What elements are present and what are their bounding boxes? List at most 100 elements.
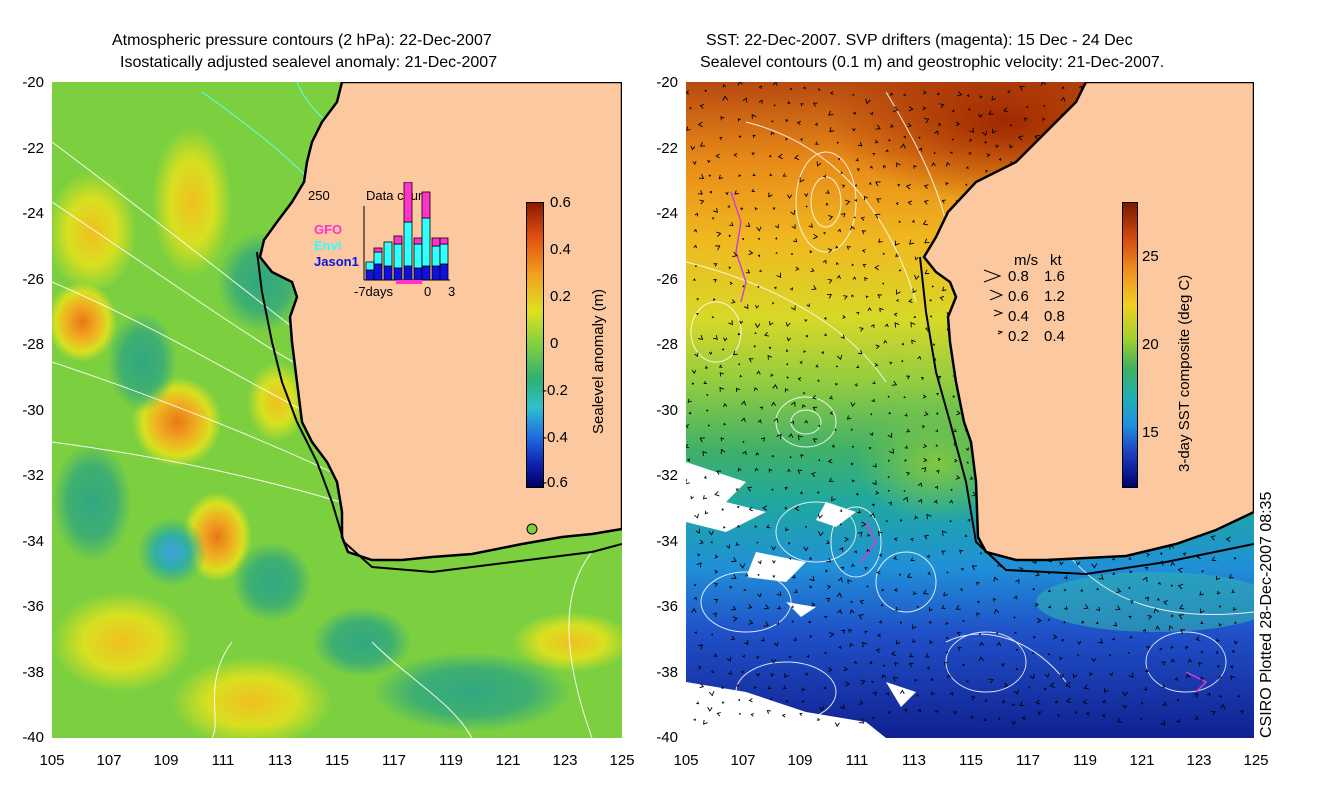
velocity-arrow bbox=[703, 719, 708, 725]
velocity-arrow bbox=[950, 488, 953, 491]
velocity-arrow bbox=[732, 251, 738, 258]
velocity-arrow bbox=[894, 240, 900, 246]
velocity-arrow bbox=[1063, 588, 1067, 591]
velocity-arrow bbox=[1159, 647, 1163, 651]
velocity-arrow bbox=[741, 670, 744, 674]
velocity-arrow bbox=[969, 138, 973, 142]
velocity-arrow bbox=[740, 400, 747, 406]
velocity-arrow bbox=[884, 323, 889, 328]
velocity-arrow bbox=[996, 641, 1002, 647]
velocity-arrow bbox=[710, 541, 713, 544]
velocity-arrow bbox=[713, 583, 718, 587]
velocity-arrow bbox=[1195, 636, 1201, 641]
velocity-arrow bbox=[768, 154, 772, 158]
velocity-arrow bbox=[713, 335, 718, 340]
velocity-arrow bbox=[1128, 672, 1134, 678]
velocity-arrow bbox=[893, 106, 899, 113]
right-y-tick: -36 bbox=[656, 598, 678, 615]
velocity-arrow bbox=[889, 124, 894, 128]
velocity-arrow bbox=[829, 90, 834, 95]
velocity-arrow bbox=[703, 380, 707, 384]
velocity-arrow bbox=[877, 294, 882, 299]
velocity-arrow bbox=[702, 495, 708, 500]
velocity-arrow bbox=[773, 417, 779, 423]
velocity-arrow bbox=[1234, 621, 1237, 624]
velocity-arrow bbox=[738, 118, 741, 122]
velocity-arrow bbox=[921, 425, 926, 429]
velocity-arrow bbox=[906, 472, 911, 476]
velocity-arrow bbox=[841, 629, 846, 634]
right-x-tick: 117 bbox=[1016, 752, 1040, 769]
velocity-arrow bbox=[839, 523, 842, 526]
velocity-arrow bbox=[908, 106, 914, 112]
velocity-arrow bbox=[945, 181, 949, 186]
velocity-arrow bbox=[933, 151, 936, 155]
velocity-arrow bbox=[1036, 617, 1042, 624]
velocity-arrow bbox=[775, 237, 778, 240]
velocity-arrow bbox=[910, 537, 914, 542]
velocity-arrow bbox=[914, 515, 919, 520]
velocity-arrow bbox=[887, 459, 890, 462]
velocity-arrow bbox=[934, 130, 939, 135]
vel-header-kt: kt bbox=[1050, 252, 1062, 269]
velocity-arrow bbox=[888, 448, 895, 454]
sst-colorbar-label: 3-day SST composite (deg C) bbox=[1176, 274, 1193, 472]
velocity-arrow bbox=[826, 585, 832, 590]
velocity-arrow bbox=[888, 411, 892, 415]
velocity-arrow bbox=[784, 388, 789, 393]
velocity-arrow bbox=[802, 404, 806, 409]
right-y-tick: -32 bbox=[656, 467, 678, 484]
velocity-arrow bbox=[696, 701, 700, 705]
velocity-arrow bbox=[840, 171, 844, 174]
velocity-arrow bbox=[755, 304, 760, 309]
velocity-arrow bbox=[739, 135, 742, 138]
sla-tick: -0.6 bbox=[542, 474, 568, 491]
velocity-arrow bbox=[836, 354, 843, 361]
velocity-arrow bbox=[945, 651, 948, 654]
velocity-arrow bbox=[882, 664, 886, 667]
velocity-arrow bbox=[979, 641, 985, 647]
vel-row-ms: 0.6 bbox=[1008, 288, 1029, 305]
velocity-arrow bbox=[1013, 595, 1018, 600]
velocity-arrow bbox=[891, 380, 898, 386]
velocity-arrow bbox=[853, 660, 857, 665]
velocity-arrow bbox=[784, 506, 788, 510]
velocity-arrow bbox=[837, 609, 843, 615]
velocity-arrow bbox=[936, 393, 940, 396]
velocity-arrow bbox=[881, 674, 887, 679]
velocity-arrow bbox=[928, 620, 932, 624]
velocity-arrow bbox=[1129, 600, 1134, 604]
velocity-arrow bbox=[789, 557, 792, 561]
velocity-arrow bbox=[878, 553, 883, 558]
velocity-arrow bbox=[945, 161, 951, 167]
velocity-arrow bbox=[923, 118, 930, 124]
velocity-arrow bbox=[840, 212, 846, 218]
sla-tick: 0.2 bbox=[550, 288, 571, 305]
velocity-arrow bbox=[834, 722, 840, 727]
velocity-arrow bbox=[784, 137, 788, 141]
velocity-arrow bbox=[757, 419, 762, 424]
velocity-arrow bbox=[850, 225, 855, 231]
velocity-arrow bbox=[790, 420, 794, 425]
velocity-arrow bbox=[885, 691, 890, 696]
velocity-arrow bbox=[829, 410, 834, 415]
velocity-arrow bbox=[840, 334, 845, 339]
velocity-arrow bbox=[848, 628, 853, 633]
velocity-arrow bbox=[1102, 699, 1106, 704]
velocity-arrow bbox=[917, 708, 922, 713]
velocity-arrow bbox=[914, 678, 918, 682]
velocity-arrow bbox=[922, 443, 928, 448]
velocity-arrow bbox=[702, 450, 708, 456]
velocity-arrow bbox=[926, 554, 931, 558]
velocity-arrow bbox=[1014, 631, 1017, 635]
velocity-arrow bbox=[1228, 574, 1234, 579]
velocity-arrow bbox=[1210, 535, 1216, 541]
velocity-arrow bbox=[715, 245, 721, 251]
velocity-arrow bbox=[903, 708, 907, 713]
velocity-arrow bbox=[882, 252, 885, 255]
velocity-arrow bbox=[714, 569, 719, 574]
velocity-arrow bbox=[1146, 552, 1151, 557]
velocity-arrow bbox=[762, 505, 768, 511]
velocity-arrow bbox=[711, 217, 715, 220]
velocity-arrow bbox=[731, 299, 736, 304]
